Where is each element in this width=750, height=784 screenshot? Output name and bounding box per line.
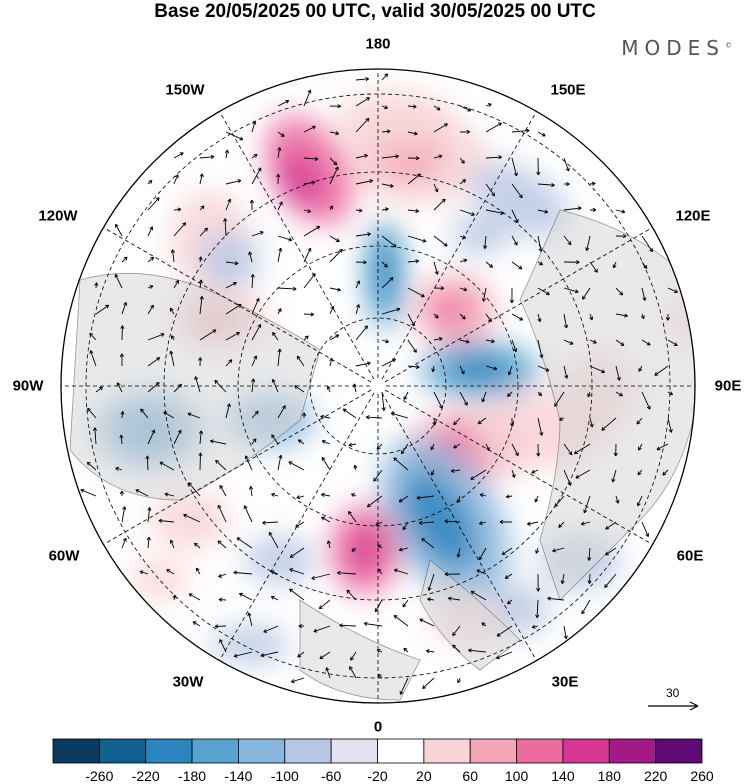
colorbar-swatch <box>238 739 284 763</box>
vector-scale-arrow <box>648 702 698 710</box>
colorbar-swatch <box>563 739 609 763</box>
anomaly-blob <box>210 625 290 665</box>
anomaly-blob <box>432 295 468 325</box>
anomaly-blob <box>200 230 260 290</box>
colorbar-swatch <box>517 739 563 763</box>
colorbar-swatch <box>331 739 377 763</box>
colorbar <box>53 739 702 763</box>
colorbar-tick-label: -220 <box>132 768 160 784</box>
colorbar-swatch <box>424 739 470 763</box>
lon-label-120e: 120E <box>675 208 710 225</box>
colorbar-swatch <box>146 739 192 763</box>
colorbar-tick-label: -60 <box>321 768 341 784</box>
anomaly-blob <box>450 215 510 255</box>
anomaly-blob <box>373 235 397 305</box>
colorbar-tick-label: -180 <box>178 768 206 784</box>
colorbar-tick-label: -100 <box>271 768 299 784</box>
lon-label-150w: 150W <box>165 82 204 99</box>
colorbar-swatch <box>192 739 238 763</box>
anomaly-blob <box>335 90 455 150</box>
colorbar-tick-label: -20 <box>367 768 387 784</box>
colorbar-tick-label: -140 <box>224 768 252 784</box>
lon-label-60w: 60W <box>49 548 80 565</box>
colorbar-tick-label: 20 <box>416 768 432 784</box>
colorbar-tick-label: -260 <box>85 768 113 784</box>
colorbar-swatch <box>656 739 702 763</box>
lon-label-0: 0 <box>374 719 382 736</box>
lon-label-30e: 30E <box>552 674 579 691</box>
colorbar-swatch <box>609 739 655 763</box>
anomaly-blob <box>450 356 510 384</box>
lon-label-90e: 90E <box>715 378 742 395</box>
colorbar-swatch <box>470 739 516 763</box>
vector-scale-label: 30 <box>666 686 679 700</box>
lon-label-60e: 60E <box>677 548 704 565</box>
colorbar-tick-label: 220 <box>644 768 667 784</box>
colorbar-swatch <box>99 739 145 763</box>
lon-label-150e: 150E <box>550 82 585 99</box>
colorbar-tick-label: 260 <box>690 768 713 784</box>
anomaly-blob <box>245 535 315 585</box>
colorbar-tick-label: 100 <box>505 768 528 784</box>
colorbar-tick-label: 60 <box>462 768 478 784</box>
colorbar-swatch <box>378 739 424 763</box>
lon-label-180: 180 <box>365 36 390 53</box>
lon-label-120w: 120W <box>38 208 77 225</box>
colorbar-tick-label: 180 <box>598 768 621 784</box>
colorbar-swatch <box>53 739 99 763</box>
lon-label-90w: 90W <box>13 378 44 395</box>
lon-label-30w: 30W <box>173 674 204 691</box>
colorbar-swatch <box>285 739 331 763</box>
colorbar-tick-label: 140 <box>551 768 574 784</box>
